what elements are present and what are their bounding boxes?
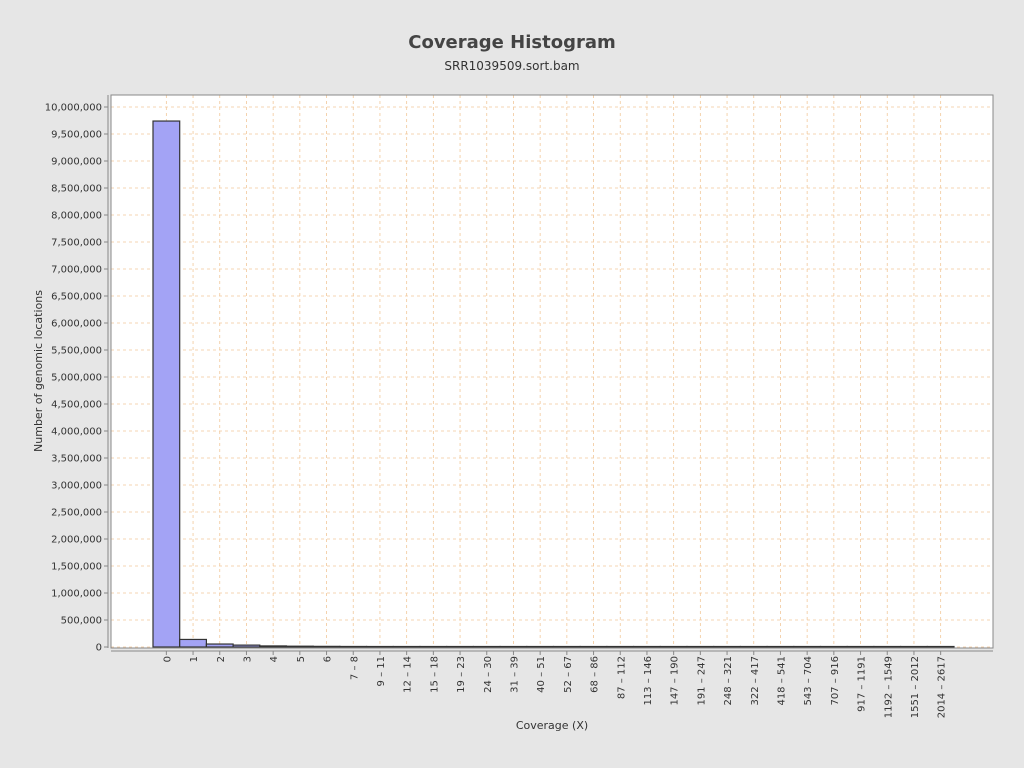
x-tick-label: 3: [242, 656, 253, 662]
x-axis-label: Coverage (X): [516, 719, 588, 732]
bars: [152, 120, 955, 648]
x-tick-label: 0: [162, 656, 173, 662]
histogram-bar: [579, 645, 608, 648]
y-tick-label: 6,000,000: [51, 319, 102, 330]
x-tick-label: 2: [216, 656, 227, 662]
y-tick-label: 3,000,000: [51, 481, 102, 492]
x-tick-label: 19 – 23: [456, 656, 467, 693]
y-tick-label: 7,500,000: [51, 238, 102, 249]
x-tick-label: 113 – 146: [643, 656, 654, 706]
x-tick-label: 7 – 8: [349, 656, 360, 680]
x-tick-label: 12 – 14: [403, 656, 414, 693]
histogram-bar: [179, 638, 207, 648]
x-tick-label: 707 – 916: [830, 656, 841, 706]
x-tick-label: 68 – 86: [590, 656, 601, 693]
histogram-bar: [766, 645, 795, 648]
histogram-bar: [366, 645, 394, 648]
histogram-bar: [205, 643, 234, 648]
plot-area: [111, 95, 993, 648]
y-tick-label: 0: [96, 643, 102, 654]
chart-subtitle: SRR1039509.sort.bam: [444, 59, 579, 73]
histogram-bar: [472, 645, 501, 648]
y-tick-label: 1,500,000: [51, 562, 102, 573]
x-axis-ticks: 0 1 2 3 4 5 6 7 – 8 9 – 11 12 – 14 15 – 18 19 – 23 2…: [162, 651, 948, 718]
x-tick-label: 4: [269, 656, 280, 662]
x-tick-label: 31 – 39: [509, 656, 520, 693]
histogram-bar: [846, 645, 875, 648]
x-tick-label: 147 – 190: [670, 656, 681, 706]
histogram-bar: [446, 645, 475, 648]
x-tick-label: 5: [296, 656, 307, 662]
histogram-bar: [552, 645, 581, 648]
histogram-bar: [259, 645, 288, 648]
histogram-bar: [739, 645, 768, 648]
plot-border: [110, 94, 994, 649]
histogram-bar: [232, 644, 261, 648]
histogram-bar: [285, 645, 314, 648]
histogram-bar: [526, 645, 555, 648]
y-tick-label: 9,000,000: [51, 157, 102, 168]
x-tick-label: 322 – 417: [750, 656, 761, 706]
chart-title: Coverage Histogram: [408, 32, 615, 53]
histogram-bar: [312, 645, 341, 648]
x-tick-label: 87 – 112: [616, 656, 627, 699]
histogram-bar: [899, 645, 928, 648]
histogram-bar: [659, 645, 688, 648]
histogram-bar: [632, 645, 661, 648]
y-axis-ticks: 0 500,000 1,000,000 1,500,000 2,000,000 2,500…: [45, 103, 108, 654]
x-tick-label: 248 – 321: [723, 656, 734, 706]
x-tick-label: 1: [189, 656, 200, 662]
y-tick-label: 1,000,000: [51, 589, 102, 600]
y-tick-label: 10,000,000: [45, 103, 102, 114]
x-tick-label: 6: [323, 656, 334, 662]
x-tick-label: 15 – 18: [429, 656, 440, 693]
x-tick-label: 418 – 541: [776, 656, 787, 706]
histogram-bar: [686, 645, 715, 648]
y-tick-label: 5,000,000: [51, 373, 102, 384]
y-tick-label: 5,500,000: [51, 346, 102, 357]
y-tick-label: 500,000: [61, 616, 102, 627]
histogram-bar: [873, 645, 902, 648]
x-tick-label: 2014 – 2617: [937, 656, 948, 718]
x-tick-label: 9 – 11: [376, 656, 387, 686]
y-tick-label: 8,000,000: [51, 211, 102, 222]
y-tick-label: 4,000,000: [51, 427, 102, 438]
x-tick-label: 917 – 1191: [857, 656, 868, 712]
histogram-bar: [499, 645, 528, 648]
histogram-bar: [606, 645, 635, 648]
histogram-bar: [392, 645, 421, 648]
x-tick-label: 1192 – 1549: [883, 656, 894, 718]
histogram-bar: [339, 645, 368, 648]
y-tick-label: 3,500,000: [51, 454, 102, 465]
y-tick-label: 2,000,000: [51, 535, 102, 546]
y-axis-label: Number of genomic locations: [32, 290, 45, 452]
histogram-bar: [793, 645, 822, 648]
x-tick-label: 52 – 67: [563, 656, 574, 693]
histogram-bar: [152, 120, 181, 648]
y-tick-label: 7,000,000: [51, 265, 102, 276]
y-tick-label: 2,500,000: [51, 508, 102, 519]
x-tick-label: 1551 – 2012: [910, 656, 921, 718]
x-tick-label: 40 – 51: [536, 656, 547, 693]
x-tick-label: 543 – 704: [803, 656, 814, 706]
y-tick-label: 9,500,000: [51, 130, 102, 141]
y-tick-label: 6,500,000: [51, 292, 102, 303]
y-tick-label: 4,500,000: [51, 400, 102, 411]
histogram-bar: [926, 645, 955, 648]
x-tick-label: 24 – 30: [483, 656, 494, 693]
histogram-bar: [713, 645, 742, 648]
histogram-bar: [819, 645, 848, 648]
histogram-bar: [419, 645, 448, 648]
x-tick-label: 191 – 247: [696, 656, 707, 706]
y-tick-label: 8,500,000: [51, 184, 102, 195]
